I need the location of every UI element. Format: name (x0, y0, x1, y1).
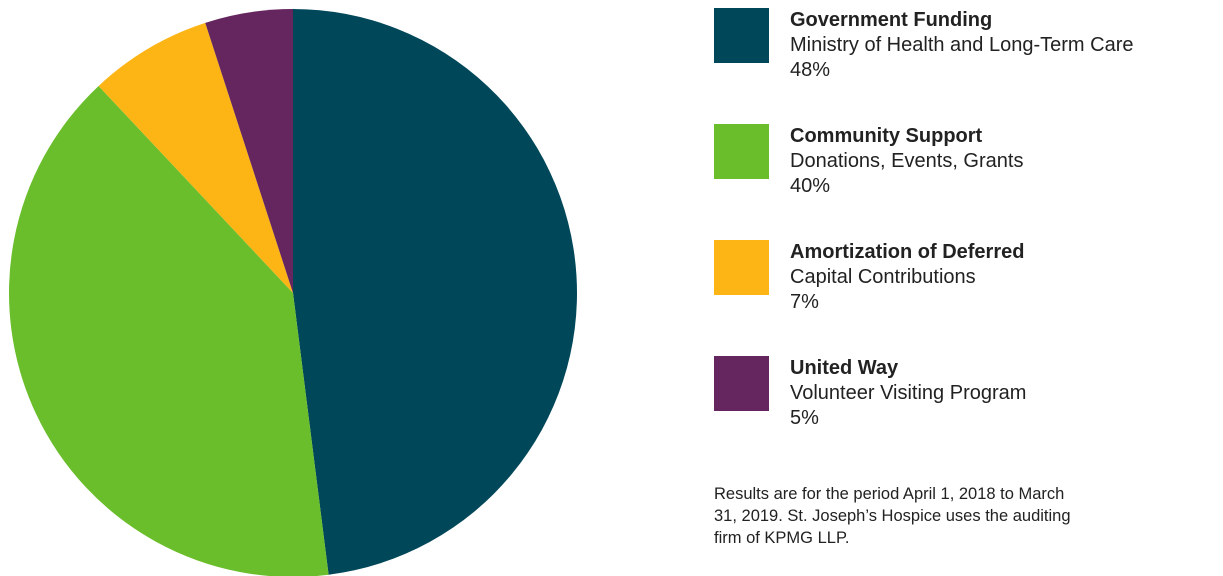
legend-name: Community Support (790, 125, 983, 147)
pie-chart (9, 9, 577, 576)
pie-slice-community-support (9, 85, 329, 576)
pie-slice-amortization-of-deferred (98, 22, 293, 293)
legend-item-united-way: United Way Volunteer Visiting Program 5% (714, 356, 1214, 470)
legend-swatch-government-funding (714, 8, 769, 63)
legend-detail: Capital Contributions (790, 266, 976, 288)
legend-percent: 48% (790, 59, 831, 81)
legend-name: United Way (790, 357, 899, 379)
legend-item-government-funding: Government Funding Ministry of Health an… (714, 8, 1214, 124)
legend-swatch-community-support (714, 124, 769, 179)
legend-percent: 5% (790, 407, 819, 429)
legend-swatch-amortization (714, 240, 769, 295)
legend-name: Government Funding (790, 9, 993, 31)
pie-slice-government-funding (293, 9, 577, 575)
legend-detail: Donations, Events, Grants (790, 150, 1024, 172)
legend-name: Amortization of Deferred (790, 241, 1025, 263)
pie-slice-united-way (205, 9, 293, 293)
legend-detail: Ministry of Health and Long-Term Care (790, 34, 1134, 56)
legend: Government Funding Ministry of Health an… (714, 8, 1214, 470)
legend-percent: 40% (790, 175, 831, 197)
legend-swatch-united-way (714, 356, 769, 411)
legend-detail: Volunteer Visiting Program (790, 382, 1027, 404)
footnote: Results are for the period April 1, 2018… (714, 485, 1071, 547)
legend-percent: 7% (790, 291, 819, 313)
legend-item-amortization: Amortization of Deferred Capital Contrib… (714, 240, 1214, 356)
legend-item-community-support: Community Support Donations, Events, Gra… (714, 124, 1214, 240)
